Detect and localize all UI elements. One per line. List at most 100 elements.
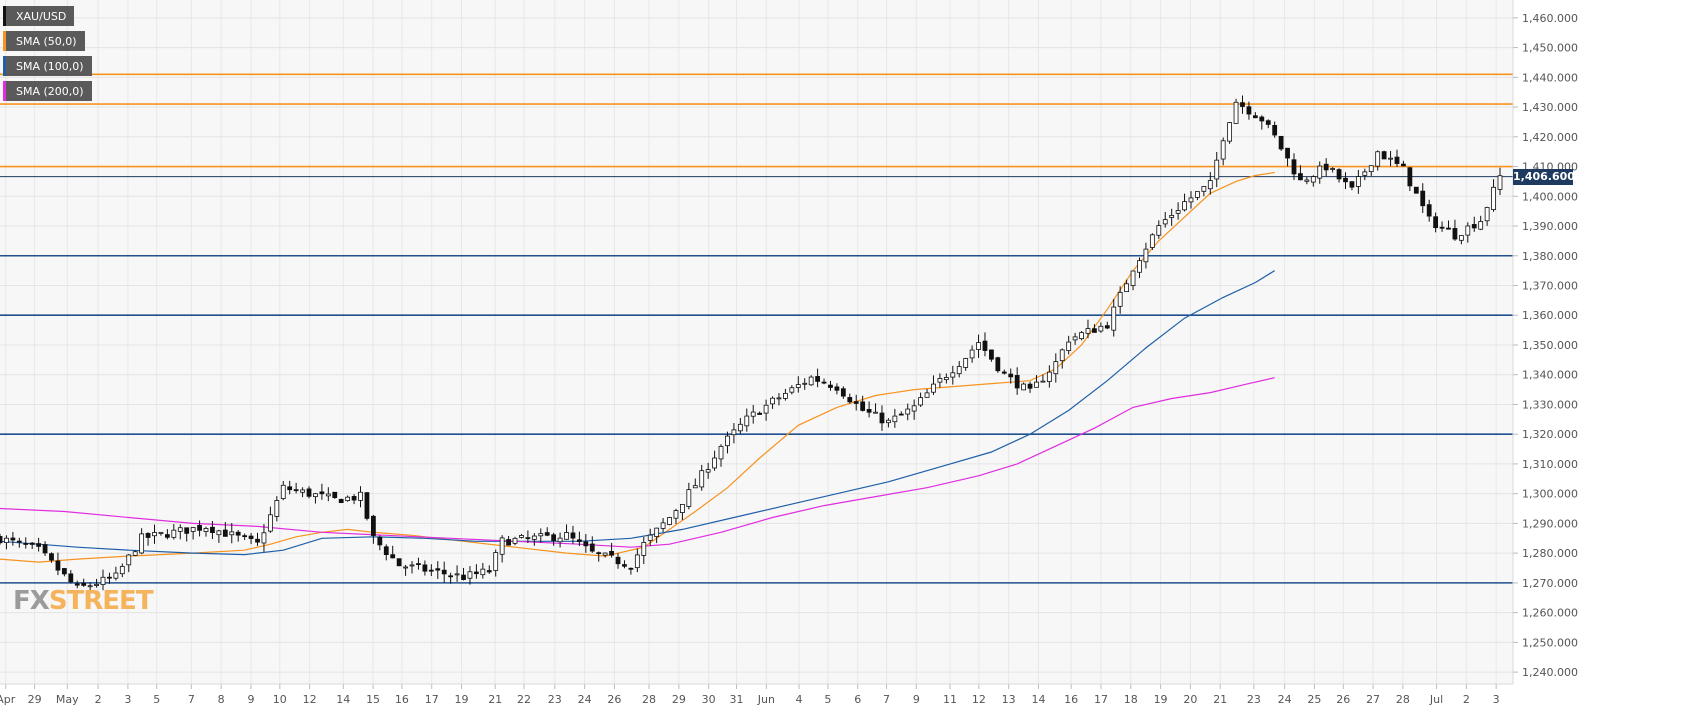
- candle-body: [538, 533, 544, 537]
- candle-body: [1278, 135, 1284, 150]
- candle-body: [274, 500, 280, 517]
- watermark-fx: FX: [13, 586, 50, 616]
- price-tick-label: 1,360.000: [1522, 309, 1578, 322]
- candle-body: [1085, 328, 1091, 334]
- candle-body: [828, 384, 833, 388]
- time-tick-label: 25: [1307, 693, 1321, 706]
- candle-body: [641, 542, 647, 556]
- current-price-tag: 1,406.600: [1513, 168, 1575, 185]
- time-tick-label: 5: [153, 693, 160, 706]
- time-tick-label: 28: [642, 693, 656, 706]
- candle-body: [42, 544, 48, 554]
- candle-body: [1355, 176, 1361, 187]
- candle-body: [943, 377, 949, 381]
- candle-body: [1207, 180, 1213, 190]
- candle-body: [383, 546, 389, 556]
- candle-body: [499, 537, 505, 555]
- candle-body: [1343, 177, 1348, 183]
- candle-body: [1246, 106, 1252, 115]
- candle-body: [351, 496, 357, 501]
- candle-body: [673, 510, 679, 519]
- price-tick-label: 1,300.000: [1522, 488, 1578, 501]
- candle-body: [802, 382, 808, 385]
- price-tick-label: 1,290.000: [1522, 517, 1578, 530]
- time-tick-label: May: [56, 693, 79, 706]
- candle-body: [1458, 235, 1464, 241]
- price-tick-label: 1,350.000: [1522, 339, 1578, 352]
- candle-body: [158, 531, 164, 534]
- time-tick-label: 12: [972, 693, 986, 706]
- time-tick-label: 7: [883, 693, 890, 706]
- candle-body: [55, 560, 61, 571]
- candle-body: [390, 554, 396, 559]
- sma-line: [0, 270, 1276, 556]
- candle-body: [486, 570, 492, 573]
- candle-body: [1130, 270, 1136, 287]
- candle-body: [107, 576, 112, 579]
- price-tick-label: 1,330.000: [1522, 398, 1578, 411]
- candle-body: [886, 419, 891, 424]
- candle-body: [1446, 227, 1451, 230]
- time-tick-label: 26: [607, 693, 621, 706]
- candle-body: [1304, 179, 1310, 182]
- candle-body: [660, 522, 666, 529]
- candle-body: [596, 552, 602, 555]
- time-tick-label: 24: [1278, 693, 1292, 706]
- candle-body: [1407, 167, 1413, 187]
- time-tick-label: 21: [1213, 693, 1227, 706]
- time-tick-label: 13: [1002, 693, 1016, 706]
- candle-body: [132, 551, 138, 556]
- candle-body: [544, 532, 550, 536]
- candle-body: [428, 569, 434, 572]
- time-tick-label: 11: [943, 693, 957, 706]
- candle-body: [525, 537, 531, 540]
- candle-body: [441, 569, 447, 575]
- candle-body: [1394, 156, 1400, 164]
- candle-body: [1195, 191, 1200, 198]
- sma100-swatch: [3, 56, 6, 76]
- candle-body: [1059, 349, 1065, 362]
- candle-body: [87, 585, 93, 588]
- candle-body: [197, 525, 202, 531]
- candle-body: [16, 540, 22, 543]
- candle-body: [23, 542, 29, 545]
- candle-body: [409, 564, 415, 567]
- candle-body: [699, 470, 705, 488]
- price-tick-label: 1,460.000: [1522, 12, 1578, 25]
- candle-body: [1252, 115, 1258, 119]
- candle-body: [1497, 175, 1503, 190]
- candle-body: [480, 568, 486, 576]
- time-tick-label: 16: [395, 693, 409, 706]
- candle-body: [49, 553, 54, 561]
- candle-body: [119, 566, 125, 575]
- candle-body: [744, 415, 750, 427]
- candle-body: [1137, 260, 1142, 273]
- candle-body: [325, 493, 331, 497]
- fxstreet-watermark: FXSTREET: [13, 586, 154, 616]
- candle-body: [1240, 102, 1245, 107]
- candle-body: [1201, 186, 1207, 192]
- time-tick-label: 14: [1031, 693, 1045, 706]
- candle-body: [287, 486, 293, 491]
- candle-body: [29, 542, 35, 545]
- candle-body: [1040, 380, 1046, 383]
- time-tick-label: 19: [455, 693, 469, 706]
- candle-body: [834, 386, 840, 391]
- candle-body: [570, 532, 576, 539]
- price-tick-label: 1,280.000: [1522, 547, 1578, 560]
- candle-body: [1182, 201, 1187, 211]
- candle-body: [873, 411, 878, 414]
- time-tick-label: 15: [366, 693, 380, 706]
- candle-body: [1001, 371, 1007, 374]
- candle-body: [725, 435, 730, 447]
- legend-item-sma200: SMA (200,0): [3, 81, 92, 101]
- candle-body: [68, 573, 74, 583]
- legend-sma100-label: SMA (100,0): [16, 59, 84, 73]
- candle-body: [435, 568, 441, 571]
- candle-body: [1046, 371, 1052, 382]
- time-tick-label: 18: [1124, 693, 1138, 706]
- time-tick-label: 19: [1154, 693, 1168, 706]
- candle-body: [1484, 207, 1490, 222]
- time-tick-label: Jun: [757, 693, 775, 706]
- candle-body: [1162, 219, 1168, 225]
